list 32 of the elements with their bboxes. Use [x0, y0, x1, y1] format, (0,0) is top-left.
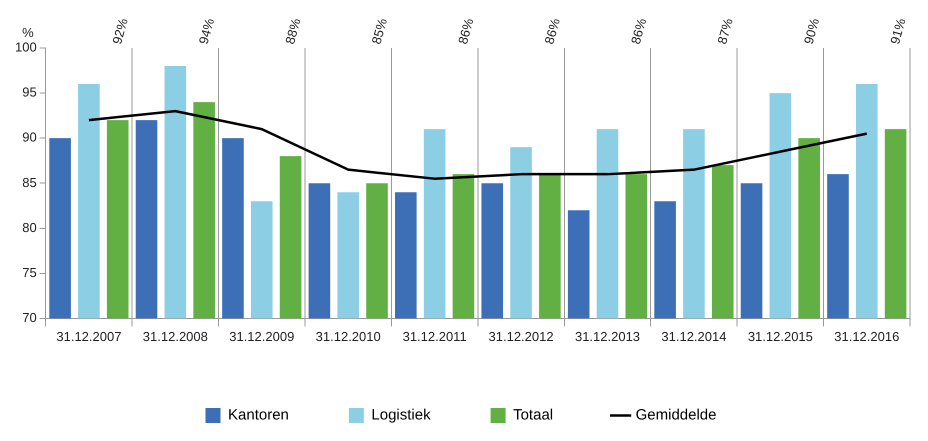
y-tick-label: 100	[14, 40, 37, 55]
x-tick-label: 31.12.2012	[488, 328, 554, 344]
x-tick-label: 31.12.2007	[56, 328, 122, 344]
x-tick-label: 31.12.2014	[661, 328, 726, 344]
y-tick-label: 90	[22, 130, 37, 145]
x-tick-label: 31.12.2016	[834, 328, 900, 344]
text: 86%	[628, 16, 650, 46]
y-tick-label: 80	[22, 220, 37, 235]
x-tick-label: 31.12.2015	[748, 328, 813, 344]
text: 92%	[109, 16, 131, 46]
y-axis-title: %	[22, 25, 34, 40]
text: 88%	[282, 16, 304, 46]
y-tick-label: 85	[22, 174, 37, 190]
legend-label: Logistiek	[371, 406, 432, 424]
legend-label: Kantoren	[228, 406, 289, 424]
text: 86%	[455, 16, 477, 46]
text: 91%	[887, 16, 909, 46]
y-tick-label: 95	[22, 84, 37, 100]
text: 85%	[368, 16, 390, 46]
x-tick-label: 31.12.2011	[402, 328, 467, 344]
y-tick-label: 70	[22, 310, 37, 325]
text: 90%	[800, 16, 822, 46]
y-tick-label: 75	[22, 264, 37, 280]
legend-label: Gemiddelde	[636, 406, 717, 424]
x-tick-label: 31.12.2013	[574, 328, 640, 344]
text: 86%	[541, 16, 563, 46]
legend-label: Totaal	[513, 406, 554, 424]
x-tick-label: 31.12.2010	[316, 328, 381, 344]
text: 94%	[196, 16, 218, 46]
text: 87%	[714, 16, 736, 46]
x-tick-label: 31.12.2008	[142, 328, 208, 344]
x-tick-label: 31.12.2009	[229, 328, 294, 344]
